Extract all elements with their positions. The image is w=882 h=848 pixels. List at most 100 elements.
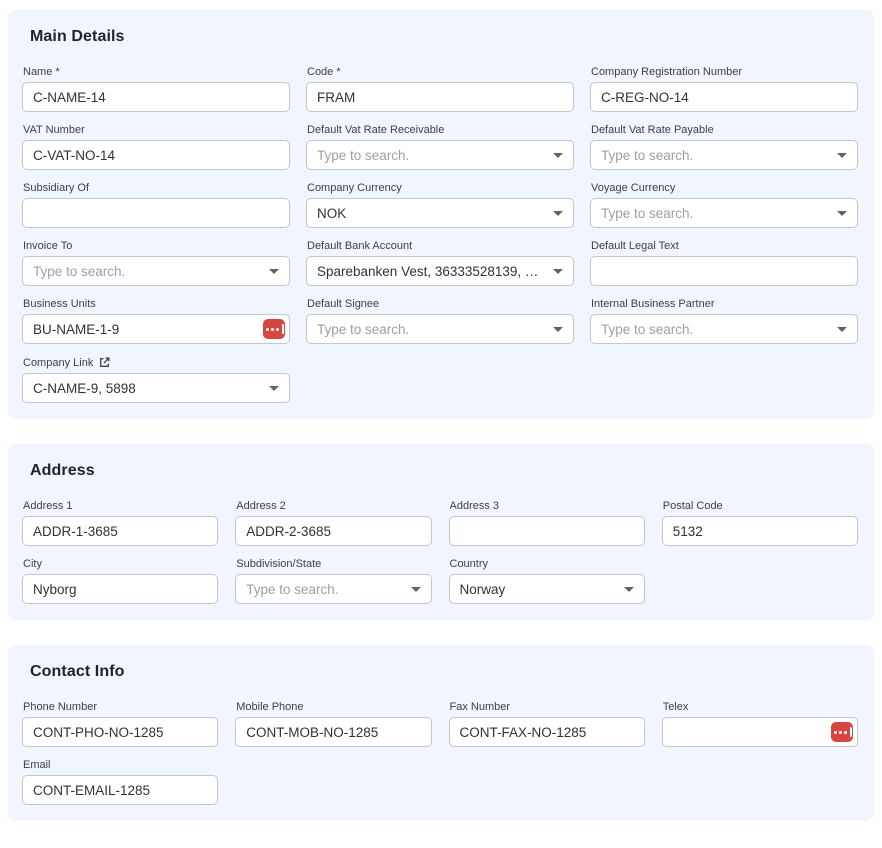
field-country: Country bbox=[448, 558, 645, 604]
field-invoice-to: Invoice To bbox=[22, 240, 290, 286]
vat-number-input[interactable] bbox=[22, 140, 290, 170]
chevron-down-icon[interactable] bbox=[410, 587, 421, 592]
code-label: Code * bbox=[307, 66, 341, 78]
voyage-currency-select[interactable] bbox=[590, 198, 858, 228]
field-business-units: Business Units bbox=[22, 298, 290, 344]
address-section: Address Address 1 Address 2 Address 3 Po… bbox=[8, 444, 874, 620]
default-signee-label: Default Signee bbox=[307, 298, 380, 310]
field-city: City bbox=[22, 558, 219, 604]
country-select[interactable] bbox=[448, 574, 645, 604]
name-label: Name * bbox=[23, 66, 60, 78]
field-subdivision-state: Subdivision/State bbox=[235, 558, 432, 604]
field-default-bank-account: Default Bank Account bbox=[306, 240, 574, 286]
email-label: Email bbox=[23, 759, 51, 771]
chevron-down-icon[interactable] bbox=[837, 211, 847, 216]
voyage-currency-label: Voyage Currency bbox=[591, 182, 676, 194]
field-company-link: Company Link bbox=[22, 356, 290, 403]
main-details-section: Main Details Name * Code * Company Regis… bbox=[8, 10, 874, 419]
telex-input[interactable] bbox=[661, 717, 858, 747]
country-label: Country bbox=[449, 558, 489, 570]
city-input[interactable] bbox=[22, 574, 219, 604]
field-mobile-phone: Mobile Phone bbox=[235, 701, 432, 747]
field-default-signee: Default Signee bbox=[306, 298, 574, 344]
external-link-icon[interactable] bbox=[98, 356, 111, 369]
field-email: Email bbox=[22, 759, 219, 805]
chevron-down-icon[interactable] bbox=[837, 153, 847, 158]
phone-number-label: Phone Number bbox=[23, 701, 97, 713]
subdivision-state-label: Subdivision/State bbox=[236, 558, 322, 570]
address-1-input[interactable] bbox=[22, 516, 219, 546]
chevron-down-icon[interactable] bbox=[837, 327, 847, 332]
ellipsis-icon[interactable] bbox=[831, 722, 853, 742]
chevron-down-icon[interactable] bbox=[553, 153, 563, 158]
field-default-legal-text: Default Legal Text bbox=[590, 240, 858, 286]
field-company-registration-number: Company Registration Number bbox=[590, 66, 858, 112]
address-2-label: Address 2 bbox=[236, 500, 286, 512]
ellipsis-icon[interactable] bbox=[263, 319, 285, 339]
field-code: Code * bbox=[306, 66, 574, 112]
subsidiary-of-input[interactable] bbox=[22, 198, 290, 228]
default-vat-rate-receivable-select[interactable] bbox=[306, 140, 574, 170]
default-legal-text-input[interactable] bbox=[590, 256, 858, 286]
address-1-label: Address 1 bbox=[23, 500, 73, 512]
chevron-down-icon[interactable] bbox=[269, 269, 279, 274]
company-currency-label: Company Currency bbox=[307, 182, 402, 194]
chevron-down-icon[interactable] bbox=[553, 211, 563, 216]
internal-business-partner-select[interactable] bbox=[590, 314, 858, 344]
default-vat-rate-payable-label: Default Vat Rate Payable bbox=[591, 124, 714, 136]
contact-info-title: Contact Info bbox=[30, 663, 125, 680]
business-units-input[interactable] bbox=[22, 314, 290, 344]
company-link-label-text: Company Link bbox=[23, 356, 94, 369]
company-link-label: Company Link bbox=[23, 356, 290, 369]
field-phone-number: Phone Number bbox=[22, 701, 219, 747]
field-address-3: Address 3 bbox=[448, 500, 645, 546]
main-details-title: Main Details bbox=[30, 28, 125, 45]
default-vat-rate-payable-select[interactable] bbox=[590, 140, 858, 170]
subdivision-state-select[interactable] bbox=[235, 574, 432, 604]
field-postal-code: Postal Code bbox=[661, 500, 858, 546]
contact-info-section: Contact Info Phone Number Mobile Phone F… bbox=[8, 645, 874, 821]
address-2-input[interactable] bbox=[235, 516, 432, 546]
address-title: Address bbox=[30, 462, 95, 479]
code-input[interactable] bbox=[306, 82, 574, 112]
main-details-grid: Name * Code * Company Registration Numbe… bbox=[22, 66, 858, 403]
invoice-to-select[interactable] bbox=[22, 256, 290, 286]
field-telex: Telex bbox=[661, 701, 858, 747]
company-currency-select[interactable] bbox=[306, 198, 574, 228]
address-3-input[interactable] bbox=[448, 516, 645, 546]
contact-info-grid: Phone Number Mobile Phone Fax Number Tel… bbox=[22, 701, 858, 805]
chevron-down-icon[interactable] bbox=[553, 269, 563, 274]
default-bank-account-label: Default Bank Account bbox=[307, 240, 413, 252]
field-subsidiary-of: Subsidiary Of bbox=[22, 182, 290, 228]
field-company-currency: Company Currency bbox=[306, 182, 574, 228]
subsidiary-of-label: Subsidiary Of bbox=[23, 182, 90, 194]
chevron-down-icon[interactable] bbox=[553, 327, 563, 332]
default-bank-account-select[interactable] bbox=[306, 256, 574, 286]
company-link-select[interactable] bbox=[22, 373, 290, 403]
field-default-vat-rate-receivable: Default Vat Rate Receivable bbox=[306, 124, 574, 170]
phone-number-input[interactable] bbox=[22, 717, 219, 747]
company-registration-number-input[interactable] bbox=[590, 82, 858, 112]
fax-number-input[interactable] bbox=[448, 717, 645, 747]
mobile-phone-input[interactable] bbox=[235, 717, 432, 747]
name-input[interactable] bbox=[22, 82, 290, 112]
default-legal-text-label: Default Legal Text bbox=[591, 240, 679, 252]
chevron-down-icon[interactable] bbox=[623, 587, 634, 592]
field-address-2: Address 2 bbox=[235, 500, 432, 546]
fax-number-label: Fax Number bbox=[449, 701, 511, 713]
field-address-1: Address 1 bbox=[22, 500, 219, 546]
field-voyage-currency: Voyage Currency bbox=[590, 182, 858, 228]
vat-number-label: VAT Number bbox=[23, 124, 85, 136]
chevron-down-icon[interactable] bbox=[269, 386, 279, 391]
address-3-label: Address 3 bbox=[449, 500, 500, 512]
default-vat-rate-receivable-label: Default Vat Rate Receivable bbox=[307, 124, 445, 136]
default-signee-select[interactable] bbox=[306, 314, 574, 344]
city-label: City bbox=[23, 558, 42, 570]
email-input[interactable] bbox=[22, 775, 219, 805]
address-grid: Address 1 Address 2 Address 3 Postal Cod… bbox=[22, 500, 858, 604]
field-internal-business-partner: Internal Business Partner bbox=[590, 298, 858, 344]
business-units-label: Business Units bbox=[23, 298, 96, 310]
postal-code-input[interactable] bbox=[661, 516, 858, 546]
field-vat-number: VAT Number bbox=[22, 124, 290, 170]
field-default-vat-rate-payable: Default Vat Rate Payable bbox=[590, 124, 858, 170]
